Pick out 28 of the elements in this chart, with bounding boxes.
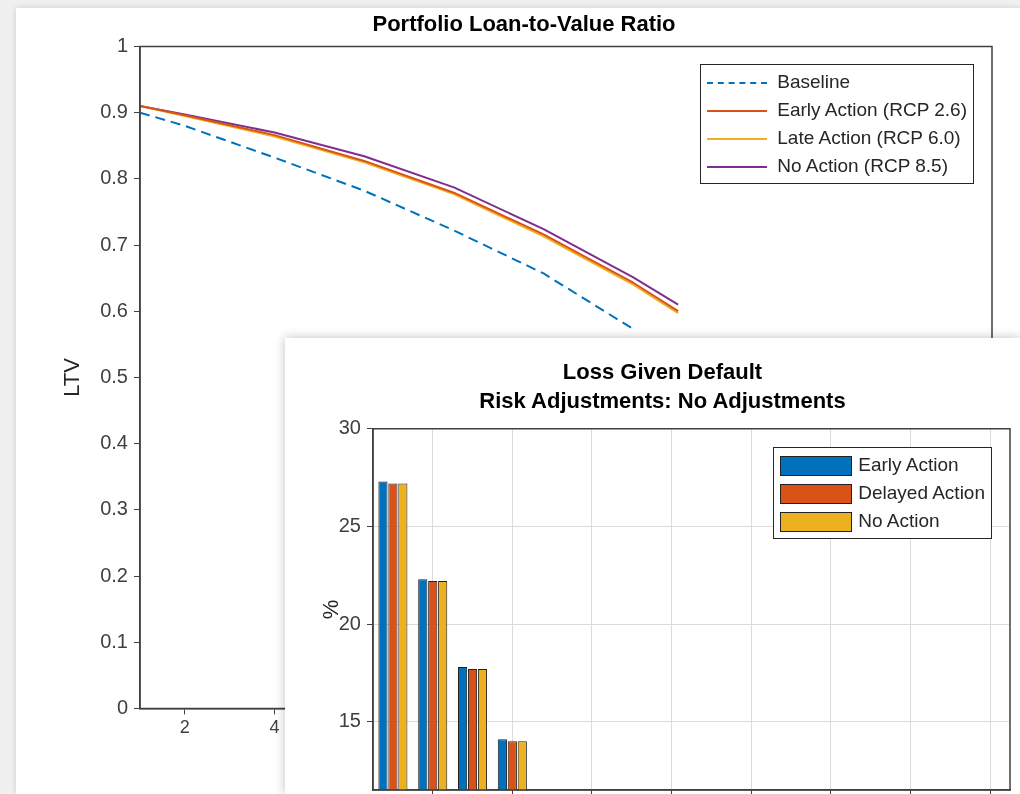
y-tick-label: 0.4 [100,431,128,454]
x-tick-label: 4 [269,717,280,738]
legend-label: Delayed Action [858,481,985,503]
y-tick-label: 0.1 [100,629,128,652]
legend-label: Baseline [777,71,851,93]
chart-subtitle: Risk Adjustments: No Adjustments [479,387,846,413]
legend-label: Early Action [858,453,959,475]
legend-label: No Action [858,509,940,531]
y-tick-label: 30 [338,416,361,439]
y-tick-label: 0.8 [100,166,128,189]
x-tick-label: 2 [179,717,190,738]
y-tick-label: 0.9 [100,100,128,123]
y-tick-label: 25 [338,513,361,536]
y-tick-label: 1 [116,33,128,56]
y-tick-label: 0.3 [100,497,128,520]
legend-label: Early Action (RCP 2.6) [777,99,967,121]
y-tick-label: 0.2 [100,563,128,586]
y-tick-label: 0 [116,695,128,718]
chart-title: Loss Given Default [562,359,763,385]
chart-title: Portfolio Loan-to-Value Ratio [372,11,676,37]
y-tick-label: 20 [338,611,361,634]
y-tick-label: 0.6 [100,298,128,321]
legend-label: Late Action (RCP 6.0) [777,127,961,149]
y-tick-label: 0.7 [100,232,128,255]
y-tick-label: 15 [338,709,361,732]
y-axis-title: LTV [59,357,85,397]
y-tick-label: 0.5 [100,364,128,387]
legend-label: No Action (RCP 8.5) [777,155,948,177]
